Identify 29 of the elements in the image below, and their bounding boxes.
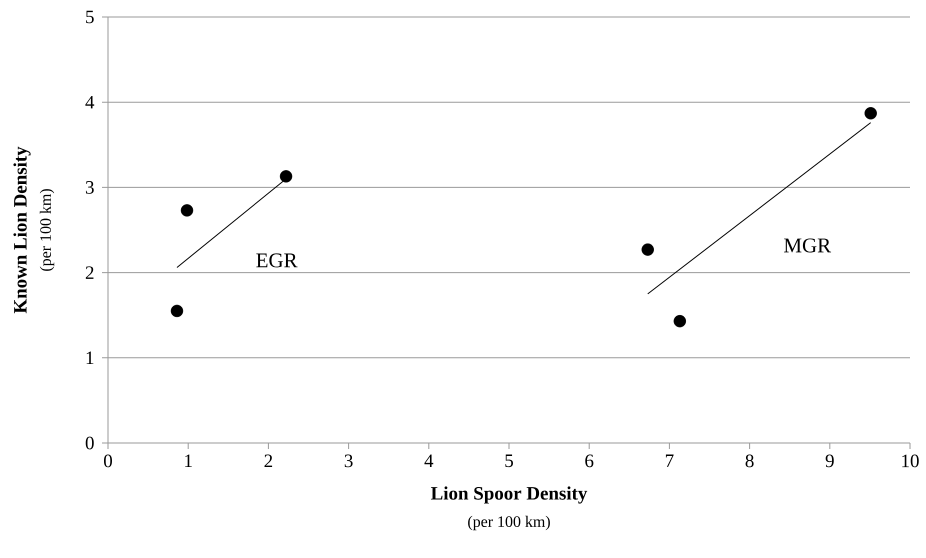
x-tick-label: 7: [666, 454, 674, 467]
series-label: MGR: [784, 238, 832, 253]
x-tick-label: 8: [746, 454, 754, 468]
text: (per 100 km): [40, 189, 54, 271]
y-tick-label: 2: [86, 266, 94, 279]
x-tick-label: 5: [505, 454, 513, 468]
y-tick-label: 5: [86, 10, 94, 24]
point: [170, 304, 184, 318]
x-tick-label: 0: [104, 454, 112, 468]
x-tick-label: 1: [185, 454, 192, 468]
point: [674, 314, 686, 328]
point: [642, 243, 654, 256]
x-tick-label: 10: [902, 454, 919, 468]
y-axis-title: Known Lion Density: [13, 146, 31, 314]
point: [180, 204, 194, 217]
x-tick-label: 4: [424, 454, 434, 467]
x-tick-label: 9: [826, 454, 834, 468]
y-tick-label: 4: [85, 96, 94, 108]
x-axis-title: Lion Spoor Density: [430, 486, 588, 504]
point: [864, 107, 877, 120]
x-tick-label: 2: [264, 454, 272, 468]
y-tick-label: 1: [86, 352, 94, 364]
series-label: EGR: [256, 253, 298, 268]
text: (per 100 km): [468, 516, 550, 530]
y-tick-label: 0: [86, 436, 94, 450]
x-tick-label: 3: [344, 454, 353, 468]
point: [280, 170, 292, 183]
y-tick-label: 3: [86, 181, 94, 194]
x-tick-label: 6: [585, 454, 594, 468]
